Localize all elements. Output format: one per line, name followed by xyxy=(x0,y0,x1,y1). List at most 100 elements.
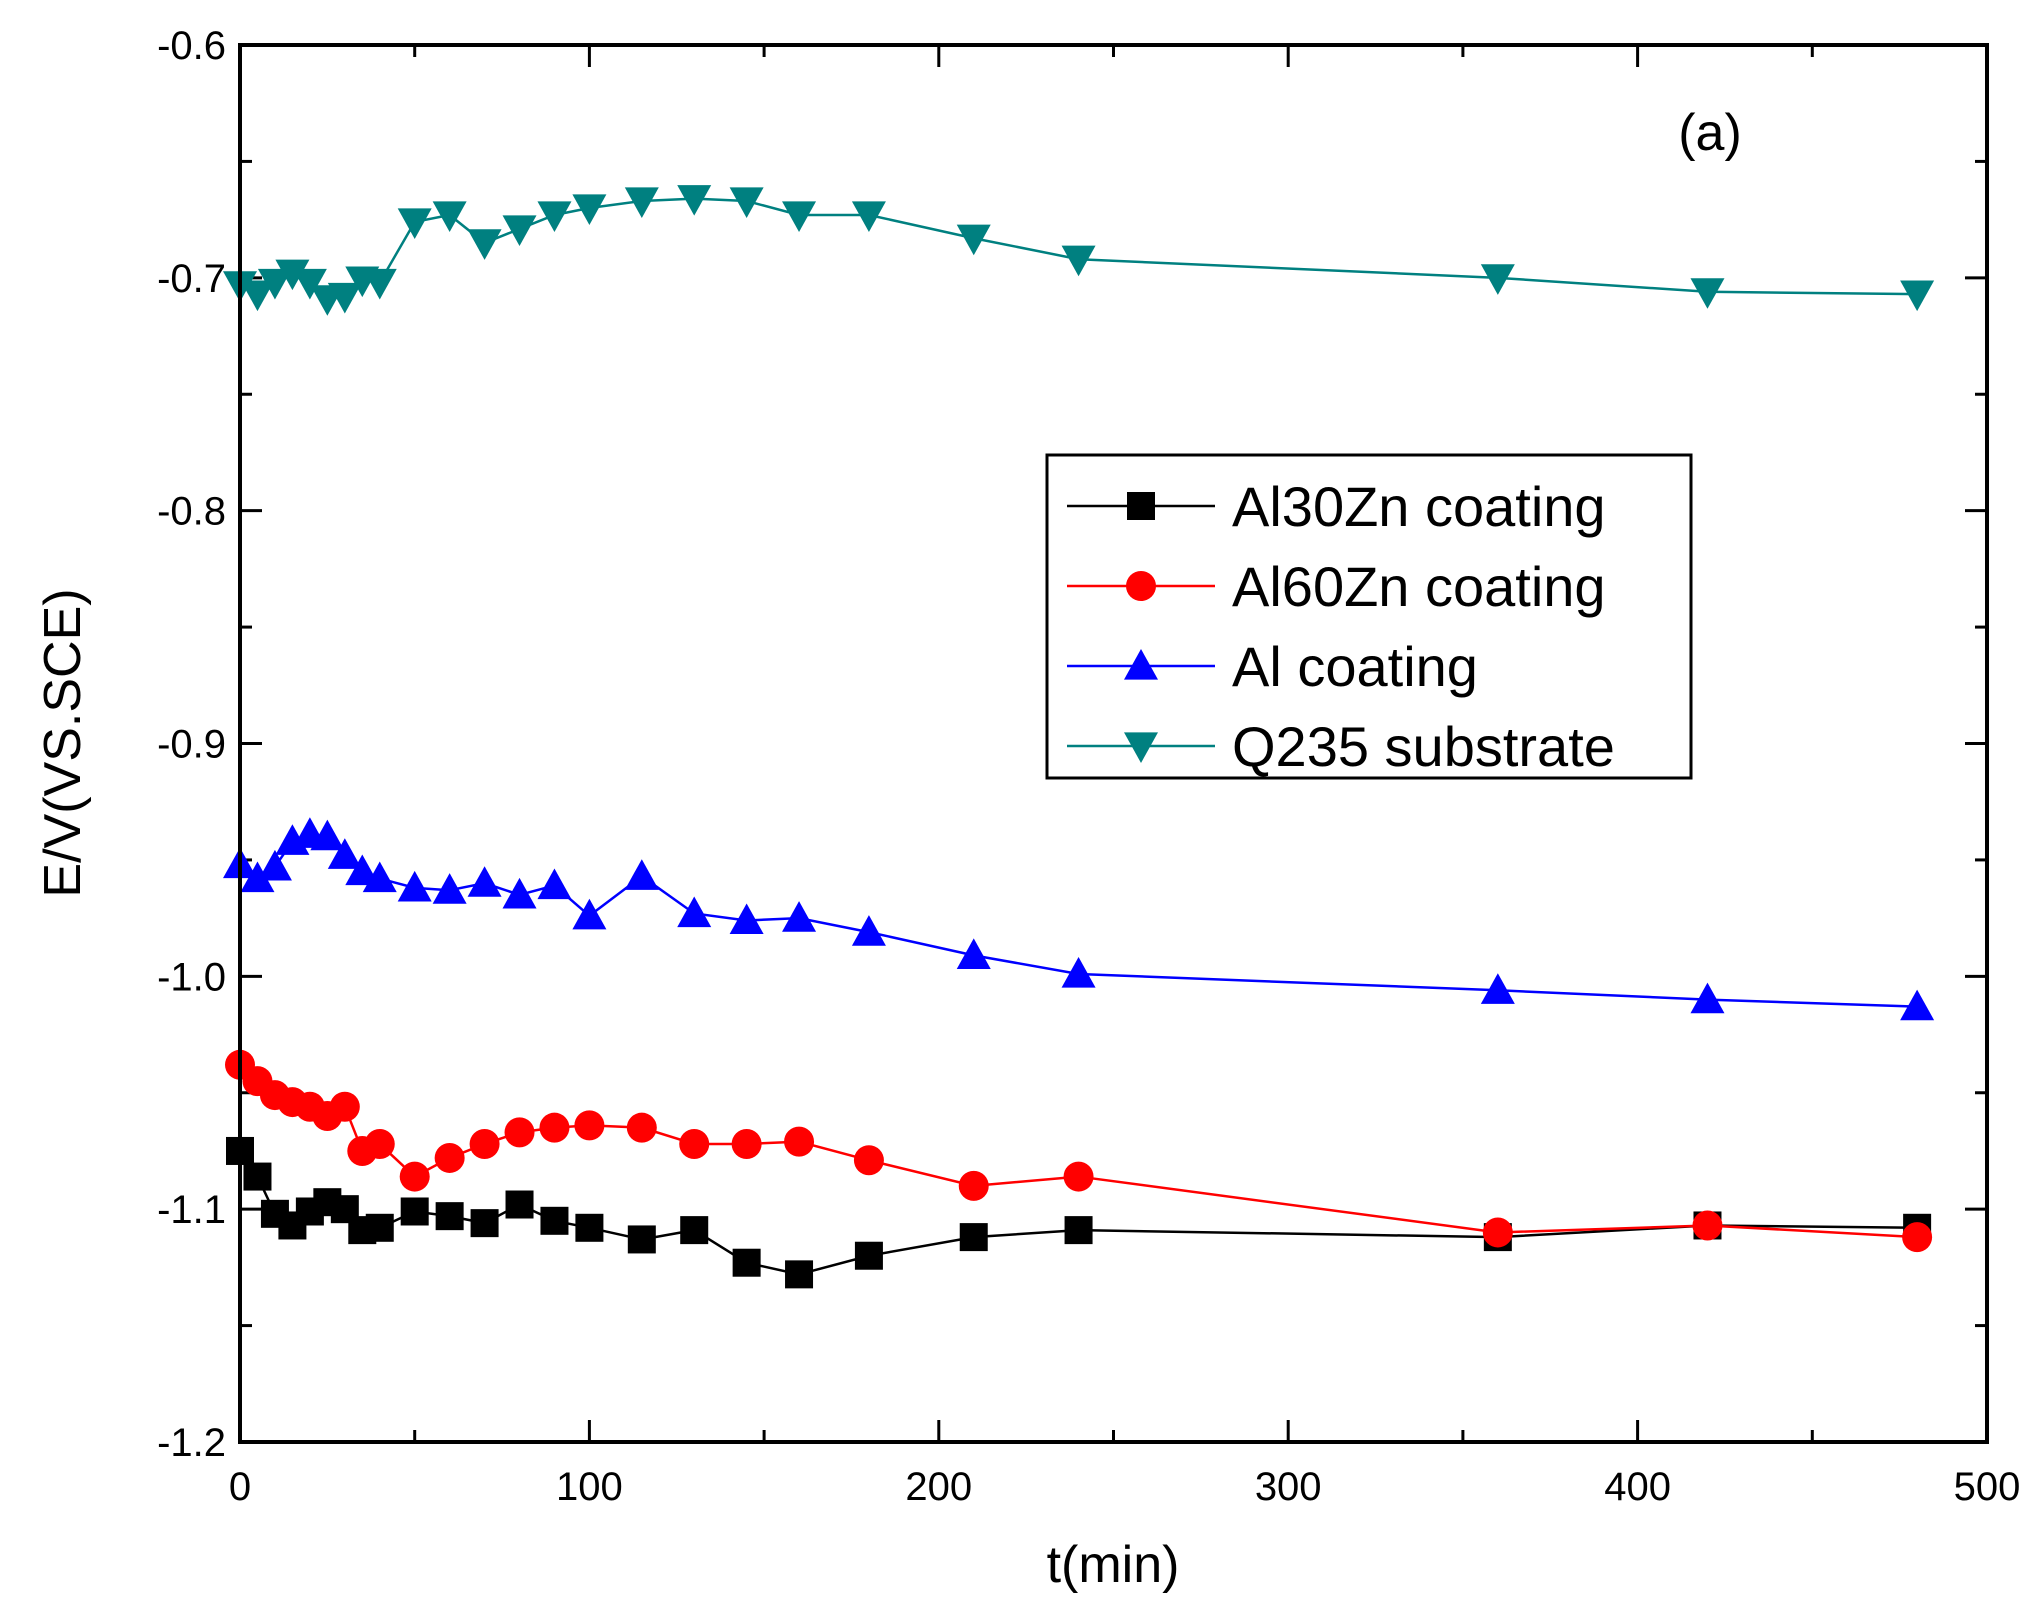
data-point xyxy=(732,1248,761,1277)
legend-label: Al60Zn coating xyxy=(1232,555,1606,618)
data-point xyxy=(397,208,432,239)
data-point xyxy=(1900,280,1935,312)
y-axis-title: E/V(VS.SCE) xyxy=(34,588,92,897)
data-point xyxy=(435,1202,464,1231)
data-point xyxy=(958,1170,989,1201)
data-point xyxy=(537,868,572,900)
data-point xyxy=(853,1145,884,1176)
y-tick-label: -0.8 xyxy=(157,490,226,534)
data-point xyxy=(731,1128,762,1159)
data-point xyxy=(1692,1210,1723,1241)
data-point xyxy=(1480,264,1515,295)
series-layer xyxy=(223,185,1935,1289)
data-point xyxy=(956,938,991,969)
data-point xyxy=(257,849,292,881)
data-point xyxy=(679,1128,710,1159)
data-point xyxy=(469,1128,500,1159)
data-point xyxy=(854,1241,883,1270)
y-tick-label: -0.6 xyxy=(157,24,226,68)
data-point xyxy=(362,268,397,300)
data-point xyxy=(1064,1216,1093,1245)
data-point xyxy=(434,1142,465,1173)
data-point xyxy=(1690,982,1725,1014)
legend-marker xyxy=(1124,732,1158,763)
data-point xyxy=(627,1225,656,1254)
legend-item: Al60Zn coating xyxy=(1067,555,1606,618)
legend-label: Al coating xyxy=(1232,635,1478,698)
data-point xyxy=(467,229,502,260)
data-point xyxy=(677,896,712,928)
data-point xyxy=(362,861,397,893)
data-point xyxy=(1900,989,1935,1021)
axes: 0 100 200 300 400 500 -1.2 -1.1 -1.0 -0.9 -0.8 -0.7… xyxy=(157,24,2020,1509)
data-point xyxy=(243,1162,272,1191)
x-tick-label: 0 xyxy=(229,1465,251,1509)
data-point xyxy=(329,1091,360,1122)
data-point xyxy=(956,224,991,256)
data-point xyxy=(1902,1222,1933,1253)
data-point xyxy=(432,201,467,232)
data-point xyxy=(365,1213,394,1242)
data-point xyxy=(1690,278,1725,309)
data-point xyxy=(626,1112,657,1143)
y-tick-label: -0.7 xyxy=(157,257,226,301)
x-tick-label: 300 xyxy=(1255,1465,1322,1509)
data-point xyxy=(782,201,817,232)
data-point xyxy=(539,1112,570,1143)
data-point xyxy=(505,1190,534,1219)
data-point xyxy=(467,866,502,897)
data-point xyxy=(1482,1217,1513,1248)
legend-label: Al30Zn coating xyxy=(1232,475,1606,538)
data-point xyxy=(729,187,764,218)
data-point xyxy=(400,1197,429,1226)
data-point xyxy=(540,1206,569,1235)
series-al30zn-coating xyxy=(226,1136,1932,1289)
data-point xyxy=(504,1117,535,1148)
data-point xyxy=(851,915,886,946)
data-point xyxy=(502,215,537,246)
data-point xyxy=(1061,245,1096,277)
plot-frame xyxy=(238,43,1989,1444)
x-axis-title: t(min) xyxy=(1047,1536,1180,1594)
data-point xyxy=(782,901,817,932)
data-point xyxy=(470,1209,499,1238)
y-tick-label: -1.2 xyxy=(157,1421,226,1465)
data-point xyxy=(574,1110,605,1141)
data-point xyxy=(1061,957,1096,988)
x-tick-label: 400 xyxy=(1604,1465,1671,1509)
y-tick-label: -0.9 xyxy=(157,723,226,767)
data-point xyxy=(537,201,572,232)
data-point xyxy=(345,854,380,886)
legend-item: Q235 substrate xyxy=(1067,715,1615,778)
data-point xyxy=(785,1260,814,1289)
data-point xyxy=(327,838,362,869)
data-point xyxy=(575,1213,604,1242)
data-point xyxy=(275,259,310,291)
data-point xyxy=(624,859,659,890)
data-point xyxy=(292,268,327,300)
data-point xyxy=(959,1223,988,1252)
series-al60zn-coating xyxy=(225,1049,1933,1253)
x-tick-label: 100 xyxy=(556,1465,623,1509)
data-point xyxy=(572,898,607,930)
data-point xyxy=(257,268,292,300)
data-point xyxy=(851,201,886,232)
annotation-label: (a) xyxy=(1678,104,1742,162)
data-point xyxy=(1063,1161,1094,1192)
data-point xyxy=(729,903,764,935)
data-point xyxy=(397,870,432,902)
legend-marker xyxy=(1127,492,1155,520)
y-tick-label: -1.0 xyxy=(157,955,226,999)
data-point xyxy=(624,187,659,218)
x-tick-label: 500 xyxy=(1954,1465,2021,1509)
legend-marker xyxy=(1126,571,1156,601)
data-point xyxy=(240,861,275,893)
legend: Al30Zn coating Al60Zn coating Al coating Q2… xyxy=(1045,453,1693,780)
legend-item: Al coating xyxy=(1067,635,1478,698)
data-point xyxy=(1480,973,1515,1004)
data-point xyxy=(680,1216,709,1245)
series-q235-substrate xyxy=(223,185,1935,316)
data-point xyxy=(399,1161,430,1192)
data-point xyxy=(364,1128,395,1159)
